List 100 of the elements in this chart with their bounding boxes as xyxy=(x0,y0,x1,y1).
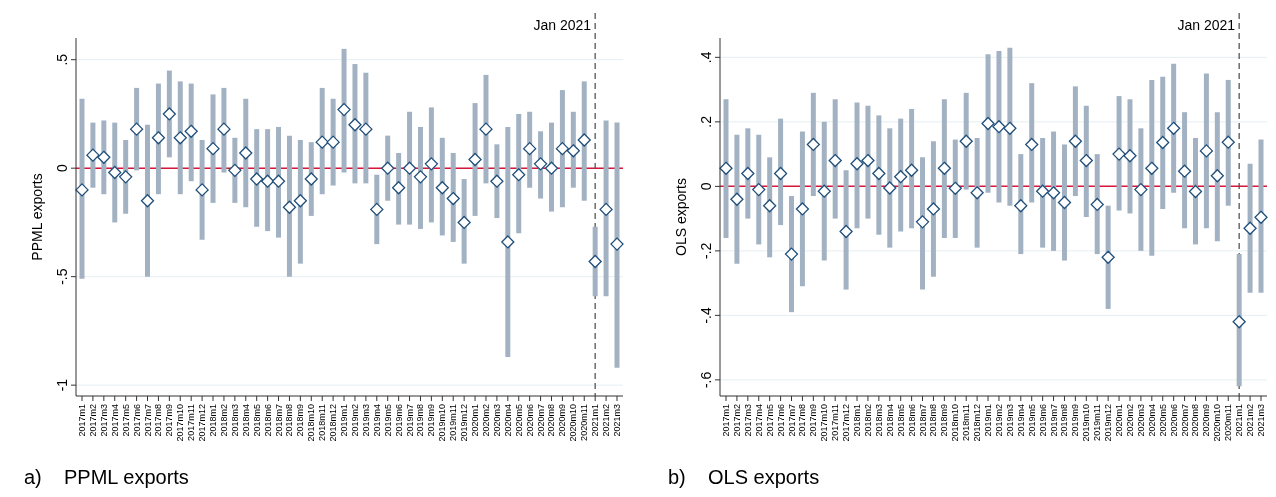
point xyxy=(544,161,559,175)
x-tick-label: 2017m3 xyxy=(742,404,753,437)
point xyxy=(1003,121,1017,135)
point xyxy=(1079,153,1093,168)
point xyxy=(402,161,417,175)
x-tick-label: 2020m1 xyxy=(1114,404,1125,437)
ref-line-label: Jan 2021 xyxy=(533,17,592,33)
x-tick-label: 2020m9 xyxy=(557,404,568,437)
x-tick-label: 2017m12 xyxy=(841,404,852,442)
x-tick-label: 2019m10 xyxy=(437,404,448,442)
point xyxy=(992,120,1006,134)
point xyxy=(566,144,580,158)
point xyxy=(184,124,198,138)
x-tick-label: 2017m6 xyxy=(131,404,142,437)
x-tick-label: 2018m11 xyxy=(317,404,328,441)
point xyxy=(850,157,864,171)
point xyxy=(752,182,766,197)
point xyxy=(228,163,242,177)
point xyxy=(555,142,570,156)
text: b) OLS exports xyxy=(668,466,820,488)
point xyxy=(1167,121,1181,135)
point xyxy=(195,183,209,197)
point xyxy=(162,107,176,121)
point xyxy=(577,133,591,147)
x-tick-label: 2019m2 xyxy=(349,404,360,437)
x-tick-label: 2018m6 xyxy=(906,404,917,437)
x-tick-label: 2019m4 xyxy=(371,404,382,437)
x-tick-label: 2021m1 xyxy=(590,404,601,437)
point xyxy=(304,172,318,186)
x-tick-label: 2020m8 xyxy=(1190,404,1201,437)
x-tick-label: 2017m11 xyxy=(186,404,197,441)
point xyxy=(1134,182,1148,197)
y-tick-label: -.4 xyxy=(698,306,714,324)
x-tick-label: 2020m8 xyxy=(546,404,557,437)
x-tick-label: 2020m1 xyxy=(470,404,481,437)
x-tick-label: 2020m2 xyxy=(1124,404,1135,437)
point xyxy=(610,237,624,251)
point xyxy=(1035,184,1050,198)
point xyxy=(490,174,504,188)
text: a) PPML exports xyxy=(24,466,189,488)
point xyxy=(937,161,952,175)
point xyxy=(381,161,395,175)
x-tick-label: 2017m1 xyxy=(721,404,731,437)
x-tick-label: 2019m7 xyxy=(404,404,415,437)
point xyxy=(904,163,919,177)
point xyxy=(370,202,384,217)
x-tick-label: 2018m6 xyxy=(262,404,273,437)
x-tick-label: 2019m1 xyxy=(983,404,994,437)
x-tick-label: 2019m12 xyxy=(459,404,470,442)
x-tick-label: 2020m10 xyxy=(1212,404,1223,442)
point xyxy=(1188,184,1203,199)
x-tick-label: 2017m1 xyxy=(77,404,87,437)
point xyxy=(1221,135,1235,149)
point xyxy=(894,170,908,184)
y-tick-label: .5 xyxy=(54,53,70,66)
x-tick-label: 2018m9 xyxy=(295,404,306,437)
point xyxy=(457,215,471,230)
x-tick-label: 2018m1 xyxy=(208,404,219,437)
x-tick-label: 2019m4 xyxy=(1015,404,1026,437)
x-tick-label: 2018m9 xyxy=(939,404,950,437)
point xyxy=(250,172,264,186)
point xyxy=(108,165,122,180)
x-tick-label: 2021m1 xyxy=(1234,404,1245,437)
point xyxy=(883,181,897,195)
point xyxy=(1025,137,1039,152)
x-tick-label: 2018m5 xyxy=(251,404,262,437)
point xyxy=(588,254,602,269)
y-tick-label: 0 xyxy=(54,164,70,173)
x-tick-label: 2017m3 xyxy=(98,404,109,437)
point xyxy=(260,174,275,188)
point xyxy=(1057,195,1072,210)
point xyxy=(140,194,155,208)
point xyxy=(348,118,362,132)
point xyxy=(173,131,187,145)
point xyxy=(1199,144,1214,158)
point xyxy=(151,131,166,145)
x-tick-label: 2019m8 xyxy=(1059,404,1070,437)
x-tick-label: 2017m8 xyxy=(153,404,164,437)
point xyxy=(1090,197,1104,212)
point xyxy=(479,122,493,136)
x-tick-label: 2017m4 xyxy=(753,404,764,437)
point xyxy=(293,194,308,208)
point xyxy=(741,166,755,181)
x-tick-label: 2019m3 xyxy=(1004,404,1015,437)
x-tick-label: 2019m2 xyxy=(993,404,1004,437)
y-tick-label: -.6 xyxy=(698,371,714,389)
point xyxy=(839,224,853,239)
x-tick-label: 2021m2 xyxy=(1245,404,1256,437)
x-tick-label: 2019m8 xyxy=(415,404,426,437)
x-tick-label: 2020m2 xyxy=(480,404,491,437)
point xyxy=(1177,164,1192,178)
point xyxy=(282,200,297,214)
x-tick-label: 2018m2 xyxy=(218,404,229,437)
x-tick-label: 2017m9 xyxy=(164,404,175,437)
x-tick-label: 2017m2 xyxy=(87,404,98,437)
x-tick-label: 2020m10 xyxy=(568,404,579,442)
x-tick-label: 2020m9 xyxy=(1201,404,1212,437)
point xyxy=(959,134,973,148)
y-axis-title: PPML exports xyxy=(29,173,45,261)
x-tick-label: 2018m7 xyxy=(917,404,928,437)
